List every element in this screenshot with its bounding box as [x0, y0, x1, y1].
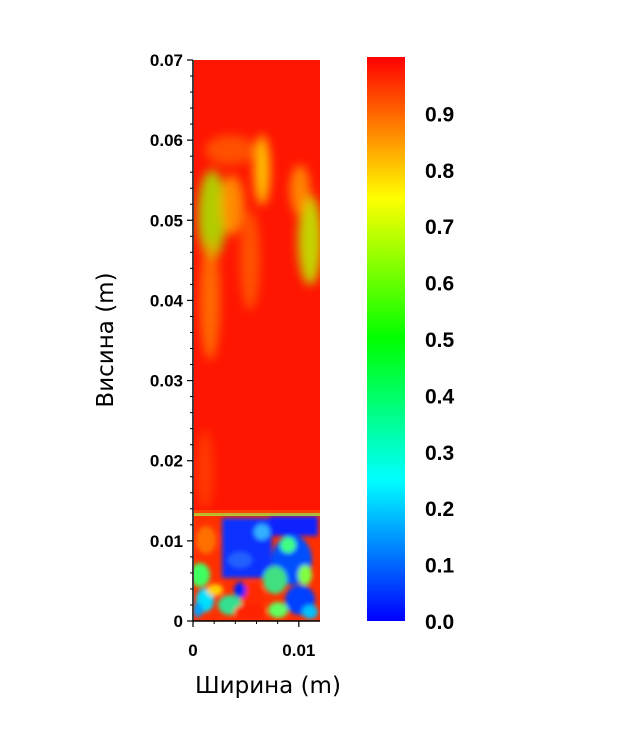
colorbar-tick-label: 0.0 [425, 611, 454, 634]
colorbar-tick-label: 0.8 [425, 160, 455, 183]
colorbar-tick-label: 0.2 [425, 498, 454, 521]
y-tick-label: 0.06 [150, 131, 183, 150]
x-tick-label: 0 [188, 641, 197, 660]
y-tick-label: 0.03 [150, 372, 183, 391]
colorbar-tick-label: 0.7 [425, 216, 454, 239]
colorbar-tick-label: 0.5 [425, 329, 455, 352]
y-ticks: 0 0.01 0.02 0.03 0.04 0.05 0.06 0.07 [150, 51, 193, 631]
colorbar-tick-label: 0.6 [425, 273, 454, 296]
y-axis-title: Висина (m) [93, 272, 119, 407]
colorbar [367, 57, 405, 621]
colorbar-tick-label: 0.9 [425, 103, 454, 126]
colorbar-tick-label: 0.1 [425, 555, 455, 578]
colorbar-ticks: 0.0 0.1 0.2 0.3 0.4 0.5 0.6 0.7 0.8 0.9 [425, 103, 455, 634]
colorbar-tick-label: 0.4 [425, 385, 455, 408]
y-tick-label: 0.02 [150, 452, 183, 471]
y-tick-label: 0.07 [150, 51, 183, 70]
y-tick-label: 0 [174, 612, 183, 631]
colorbar-tick-label: 0.3 [425, 442, 454, 465]
y-tick-label: 0.05 [150, 211, 183, 230]
x-ticks: 0 0.01 [188, 621, 315, 660]
y-tick-label: 0.04 [150, 291, 184, 310]
x-tick-label: 0.01 [282, 641, 315, 660]
x-axis-title: Ширина (m) [195, 673, 341, 699]
heatmap-field [194, 60, 320, 621]
y-tick-label: 0.01 [150, 532, 183, 551]
